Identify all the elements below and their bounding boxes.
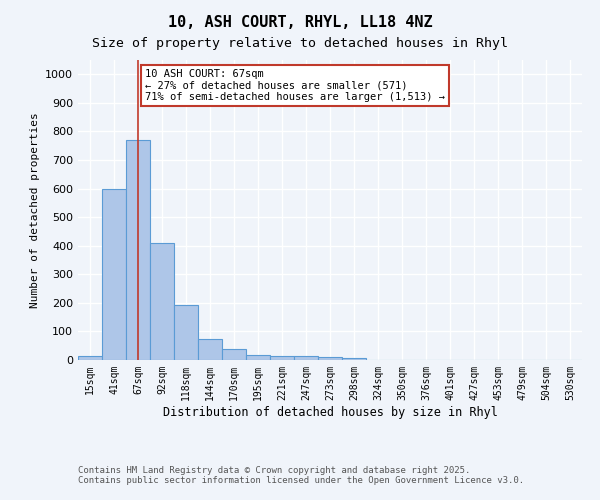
Y-axis label: Number of detached properties: Number of detached properties bbox=[29, 112, 40, 308]
Bar bbox=[198, 338, 222, 360]
Bar bbox=[102, 188, 126, 360]
X-axis label: Distribution of detached houses by size in Rhyl: Distribution of detached houses by size … bbox=[163, 406, 497, 418]
Bar bbox=[342, 358, 366, 360]
Bar bbox=[270, 356, 294, 360]
Bar bbox=[126, 140, 150, 360]
Text: Contains HM Land Registry data © Crown copyright and database right 2025.
Contai: Contains HM Land Registry data © Crown c… bbox=[78, 466, 524, 485]
Text: 10, ASH COURT, RHYL, LL18 4NZ: 10, ASH COURT, RHYL, LL18 4NZ bbox=[167, 15, 433, 30]
Bar bbox=[222, 350, 246, 360]
Bar bbox=[246, 355, 270, 360]
Text: 10 ASH COURT: 67sqm
← 27% of detached houses are smaller (571)
71% of semi-detac: 10 ASH COURT: 67sqm ← 27% of detached ho… bbox=[145, 69, 445, 102]
Bar bbox=[174, 305, 198, 360]
Bar bbox=[78, 356, 102, 360]
Text: Size of property relative to detached houses in Rhyl: Size of property relative to detached ho… bbox=[92, 38, 508, 51]
Bar bbox=[150, 243, 174, 360]
Bar bbox=[294, 356, 318, 360]
Bar bbox=[318, 357, 342, 360]
